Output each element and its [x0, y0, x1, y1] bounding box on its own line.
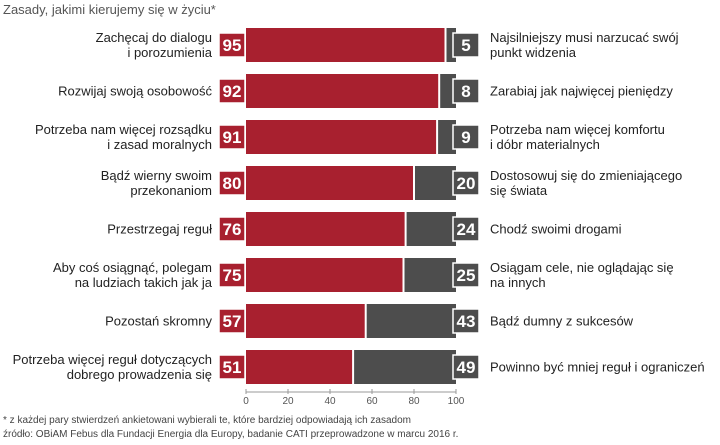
value-left-1: 95 — [223, 36, 242, 55]
bar-right-5 — [405, 212, 456, 246]
chart-notes: * z każdej pary stwierdzeń ankietowani w… — [3, 414, 458, 442]
value-right-6: 25 — [457, 266, 476, 285]
value-box-left-3 — [218, 124, 246, 150]
value-box-right-7 — [452, 308, 480, 334]
x-tick-label-60: 60 — [366, 396, 378, 407]
bar-left-5 — [246, 212, 406, 246]
label-right-4: Dostosowuj się do zmieniającego się świat… — [490, 168, 682, 198]
label-right-8: Powinno być mniej reguł i ograniczeń — [490, 360, 705, 375]
label-left-1: Zachęcaj do dialogu i porozumienia — [96, 30, 213, 60]
bar-right-2 — [439, 74, 456, 108]
value-left-6: 75 — [223, 266, 242, 285]
bar-left-6 — [246, 258, 404, 292]
value-box-left-2 — [218, 78, 246, 104]
label-left-7: Pozostań skromny — [105, 314, 212, 329]
value-left-3: 91 — [223, 128, 242, 147]
bar-right-7 — [365, 304, 456, 338]
x-tick-label-80: 80 — [408, 396, 420, 407]
label-left-2: Rozwijaj swoją osobowość — [58, 84, 212, 99]
value-box-left-6 — [218, 262, 246, 288]
label-right-3: Potrzeba nam więcej komfortu i dóbr mater… — [490, 122, 665, 152]
label-left-3: Potrzeba nam więcej rozsądku i zasad mora… — [35, 122, 212, 152]
value-box-right-5 — [452, 216, 480, 242]
bar-right-6 — [403, 258, 456, 292]
bar-right-8 — [353, 350, 456, 384]
x-tick-label-40: 40 — [324, 396, 336, 407]
value-box-left-5 — [218, 216, 246, 242]
label-right-1: Najsilniejszy musi narzucać swój punkt wi… — [490, 30, 679, 60]
label-right-6: Osiągam cele, nie oglądając się na innych — [490, 260, 674, 290]
label-left-6: Aby coś osiągnąć, polegam na ludziach tak… — [53, 260, 213, 290]
value-right-5: 24 — [457, 220, 476, 239]
bar-right-1 — [445, 28, 456, 62]
value-right-3: 9 — [461, 128, 470, 147]
bar-left-2 — [246, 74, 440, 108]
value-left-8: 51 — [223, 358, 242, 377]
value-right-2: 8 — [461, 82, 470, 101]
label-right-2: Zarabiaj jak najwięcej pieniędzy — [490, 84, 673, 99]
footnote: * z każdej pary stwierdzeń ankietowani w… — [3, 415, 411, 426]
bar-right-4 — [414, 166, 456, 200]
value-right-7: 43 — [457, 312, 476, 331]
label-right-7: Bądź dumny z sukcesów — [490, 314, 634, 329]
value-box-right-6 — [452, 262, 480, 288]
bar-left-8 — [246, 350, 354, 384]
value-left-5: 76 — [223, 220, 242, 239]
value-box-right-8 — [452, 354, 480, 380]
label-left-4: Bądź wierny swoim przekonaniom — [101, 168, 212, 198]
value-left-4: 80 — [223, 174, 242, 193]
label-left-8: Potrzeba więcej reguł dotyczących dobrego… — [13, 352, 212, 382]
value-box-left-1 — [218, 32, 246, 58]
value-left-7: 57 — [223, 312, 242, 331]
value-left-2: 92 — [223, 82, 242, 101]
chart-title: Zasady, jakimi kierujemy się w życiu* — [3, 2, 216, 17]
bar-left-1 — [246, 28, 446, 62]
value-box-left-7 — [218, 308, 246, 334]
x-tick-label-0: 0 — [243, 396, 249, 407]
value-box-left-4 — [218, 170, 246, 196]
value-box-right-3 — [452, 124, 480, 150]
bar-left-4 — [246, 166, 414, 200]
value-box-right-4 — [452, 170, 480, 196]
bar-right-3 — [437, 120, 456, 154]
value-right-8: 49 — [457, 358, 476, 377]
value-box-right-2 — [452, 78, 480, 104]
source-note: źródło: OBiAM Febus dla Fundacji Energia… — [3, 429, 459, 440]
value-right-4: 20 — [457, 174, 476, 193]
x-tick-label-100: 100 — [448, 396, 465, 407]
value-box-left-8 — [218, 354, 246, 380]
label-left-5: Przestrzegaj reguł — [107, 222, 212, 237]
label-right-5: Chodź swoimi drogami — [490, 222, 622, 237]
value-right-1: 5 — [461, 36, 470, 55]
x-tick-label-20: 20 — [282, 396, 294, 407]
bar-left-7 — [246, 304, 366, 338]
bar-left-3 — [246, 120, 438, 154]
value-box-right-1 — [452, 32, 480, 58]
